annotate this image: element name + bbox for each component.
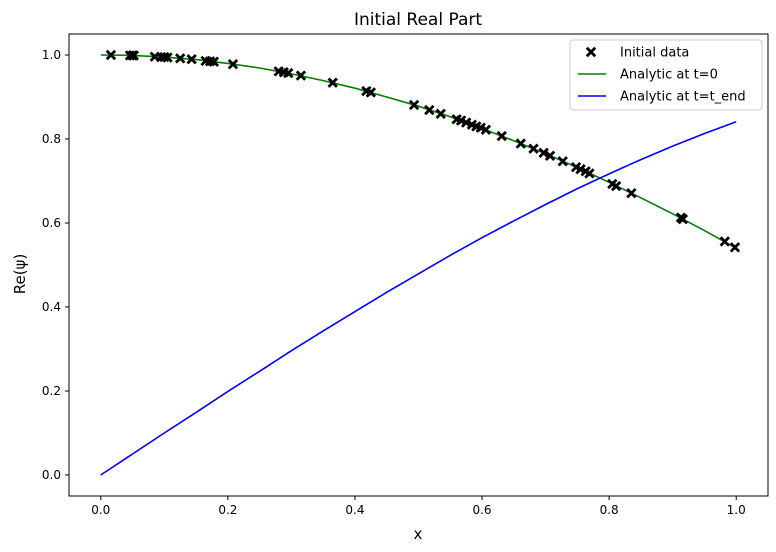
data-point xyxy=(295,70,307,81)
data-point xyxy=(584,168,595,179)
data-point xyxy=(408,99,420,111)
data-point xyxy=(283,67,294,79)
y-tick-label: 0.6 xyxy=(42,216,61,230)
x-tick-label: 0.8 xyxy=(600,503,619,517)
y-axis-title: Re(ψ) xyxy=(11,254,29,295)
x-tick-label: 0.4 xyxy=(345,503,364,517)
data-point xyxy=(159,51,170,63)
legend-marker xyxy=(585,46,597,58)
x-tick-label: 1.0 xyxy=(727,503,746,517)
data-point xyxy=(515,138,526,149)
data-point xyxy=(557,156,568,167)
y-tick-label: 0.2 xyxy=(42,384,61,398)
series-line-2 xyxy=(100,121,737,476)
data-point xyxy=(128,50,140,61)
x-tick-label: 0.0 xyxy=(91,503,110,517)
data-point xyxy=(677,214,689,225)
data-point xyxy=(227,59,239,70)
legend-label: Initial data xyxy=(620,46,689,61)
axes-frame xyxy=(68,33,769,497)
chart-title: Initial Real Part xyxy=(354,10,482,30)
data-point xyxy=(175,53,186,64)
axes: 0.0 0.2 0.4 0.6 0.8 1.0 0.0 0.2 0.4 0.6 0.8 1.0 xyxy=(42,33,769,517)
legend-box xyxy=(569,39,763,111)
data-point xyxy=(365,87,377,98)
data-point xyxy=(528,143,539,154)
legend: Initial data Analytic at t=0 Analytic at t… xyxy=(569,39,763,111)
x-tick-label: 0.6 xyxy=(472,503,491,517)
x-axis-title: x xyxy=(414,525,423,543)
y-tick-label: 0.8 xyxy=(42,132,61,146)
data-point xyxy=(460,117,472,128)
x-tick-label: 0.2 xyxy=(218,503,237,517)
legend-label: Analytic at t=0 xyxy=(620,68,718,83)
y-tick-label: 0.0 xyxy=(42,468,61,482)
data-point xyxy=(544,150,556,161)
data-point xyxy=(729,242,741,253)
data-point xyxy=(186,54,197,65)
data-point xyxy=(626,187,637,199)
legend-label: Analytic at t=t_end xyxy=(620,90,746,105)
data-point xyxy=(496,130,507,142)
data-point xyxy=(435,108,446,119)
data-point xyxy=(480,124,492,135)
y-tick-label: 1.0 xyxy=(42,48,61,62)
data-point xyxy=(610,180,622,192)
data-point xyxy=(327,77,338,88)
data-point xyxy=(162,52,173,63)
data-point xyxy=(105,49,117,61)
data-point xyxy=(538,147,549,159)
data-point xyxy=(424,104,435,116)
plot-area xyxy=(100,49,741,476)
data-point xyxy=(208,56,220,67)
data-point xyxy=(719,236,730,247)
y-tick-label: 0.4 xyxy=(42,300,61,314)
